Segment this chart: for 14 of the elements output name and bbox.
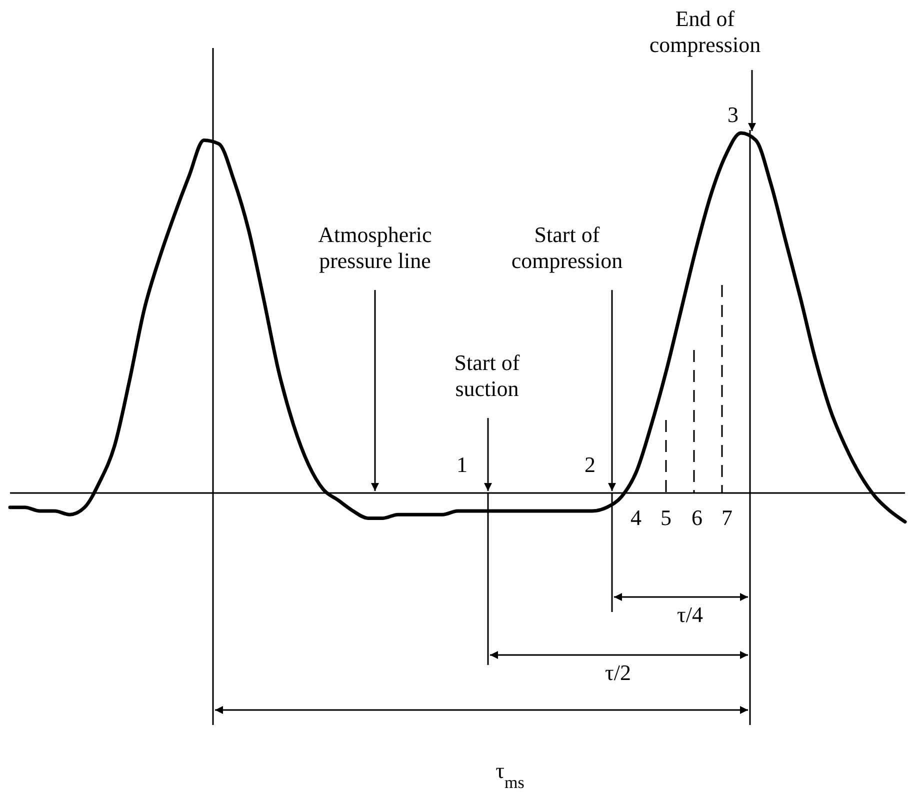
text: End of compression bbox=[649, 6, 761, 57]
text: τ$_{ms}$ bbox=[496, 758, 524, 792]
text: 3 bbox=[728, 102, 738, 127]
text: τ/2 bbox=[605, 660, 631, 685]
annotation: 5 bbox=[660, 505, 672, 530]
annotation: 2 bbox=[584, 452, 596, 477]
annotation: Atmospheric pressure line bbox=[318, 222, 432, 273]
text: τ/4 bbox=[677, 602, 703, 627]
annotation: 4 bbox=[630, 505, 642, 530]
annotation: Start of suction bbox=[454, 350, 520, 401]
annotation: Start of compression bbox=[511, 222, 623, 273]
annotation: 1 bbox=[456, 452, 468, 477]
annotation: 7 bbox=[722, 505, 732, 530]
annotation: 6 bbox=[692, 505, 702, 530]
